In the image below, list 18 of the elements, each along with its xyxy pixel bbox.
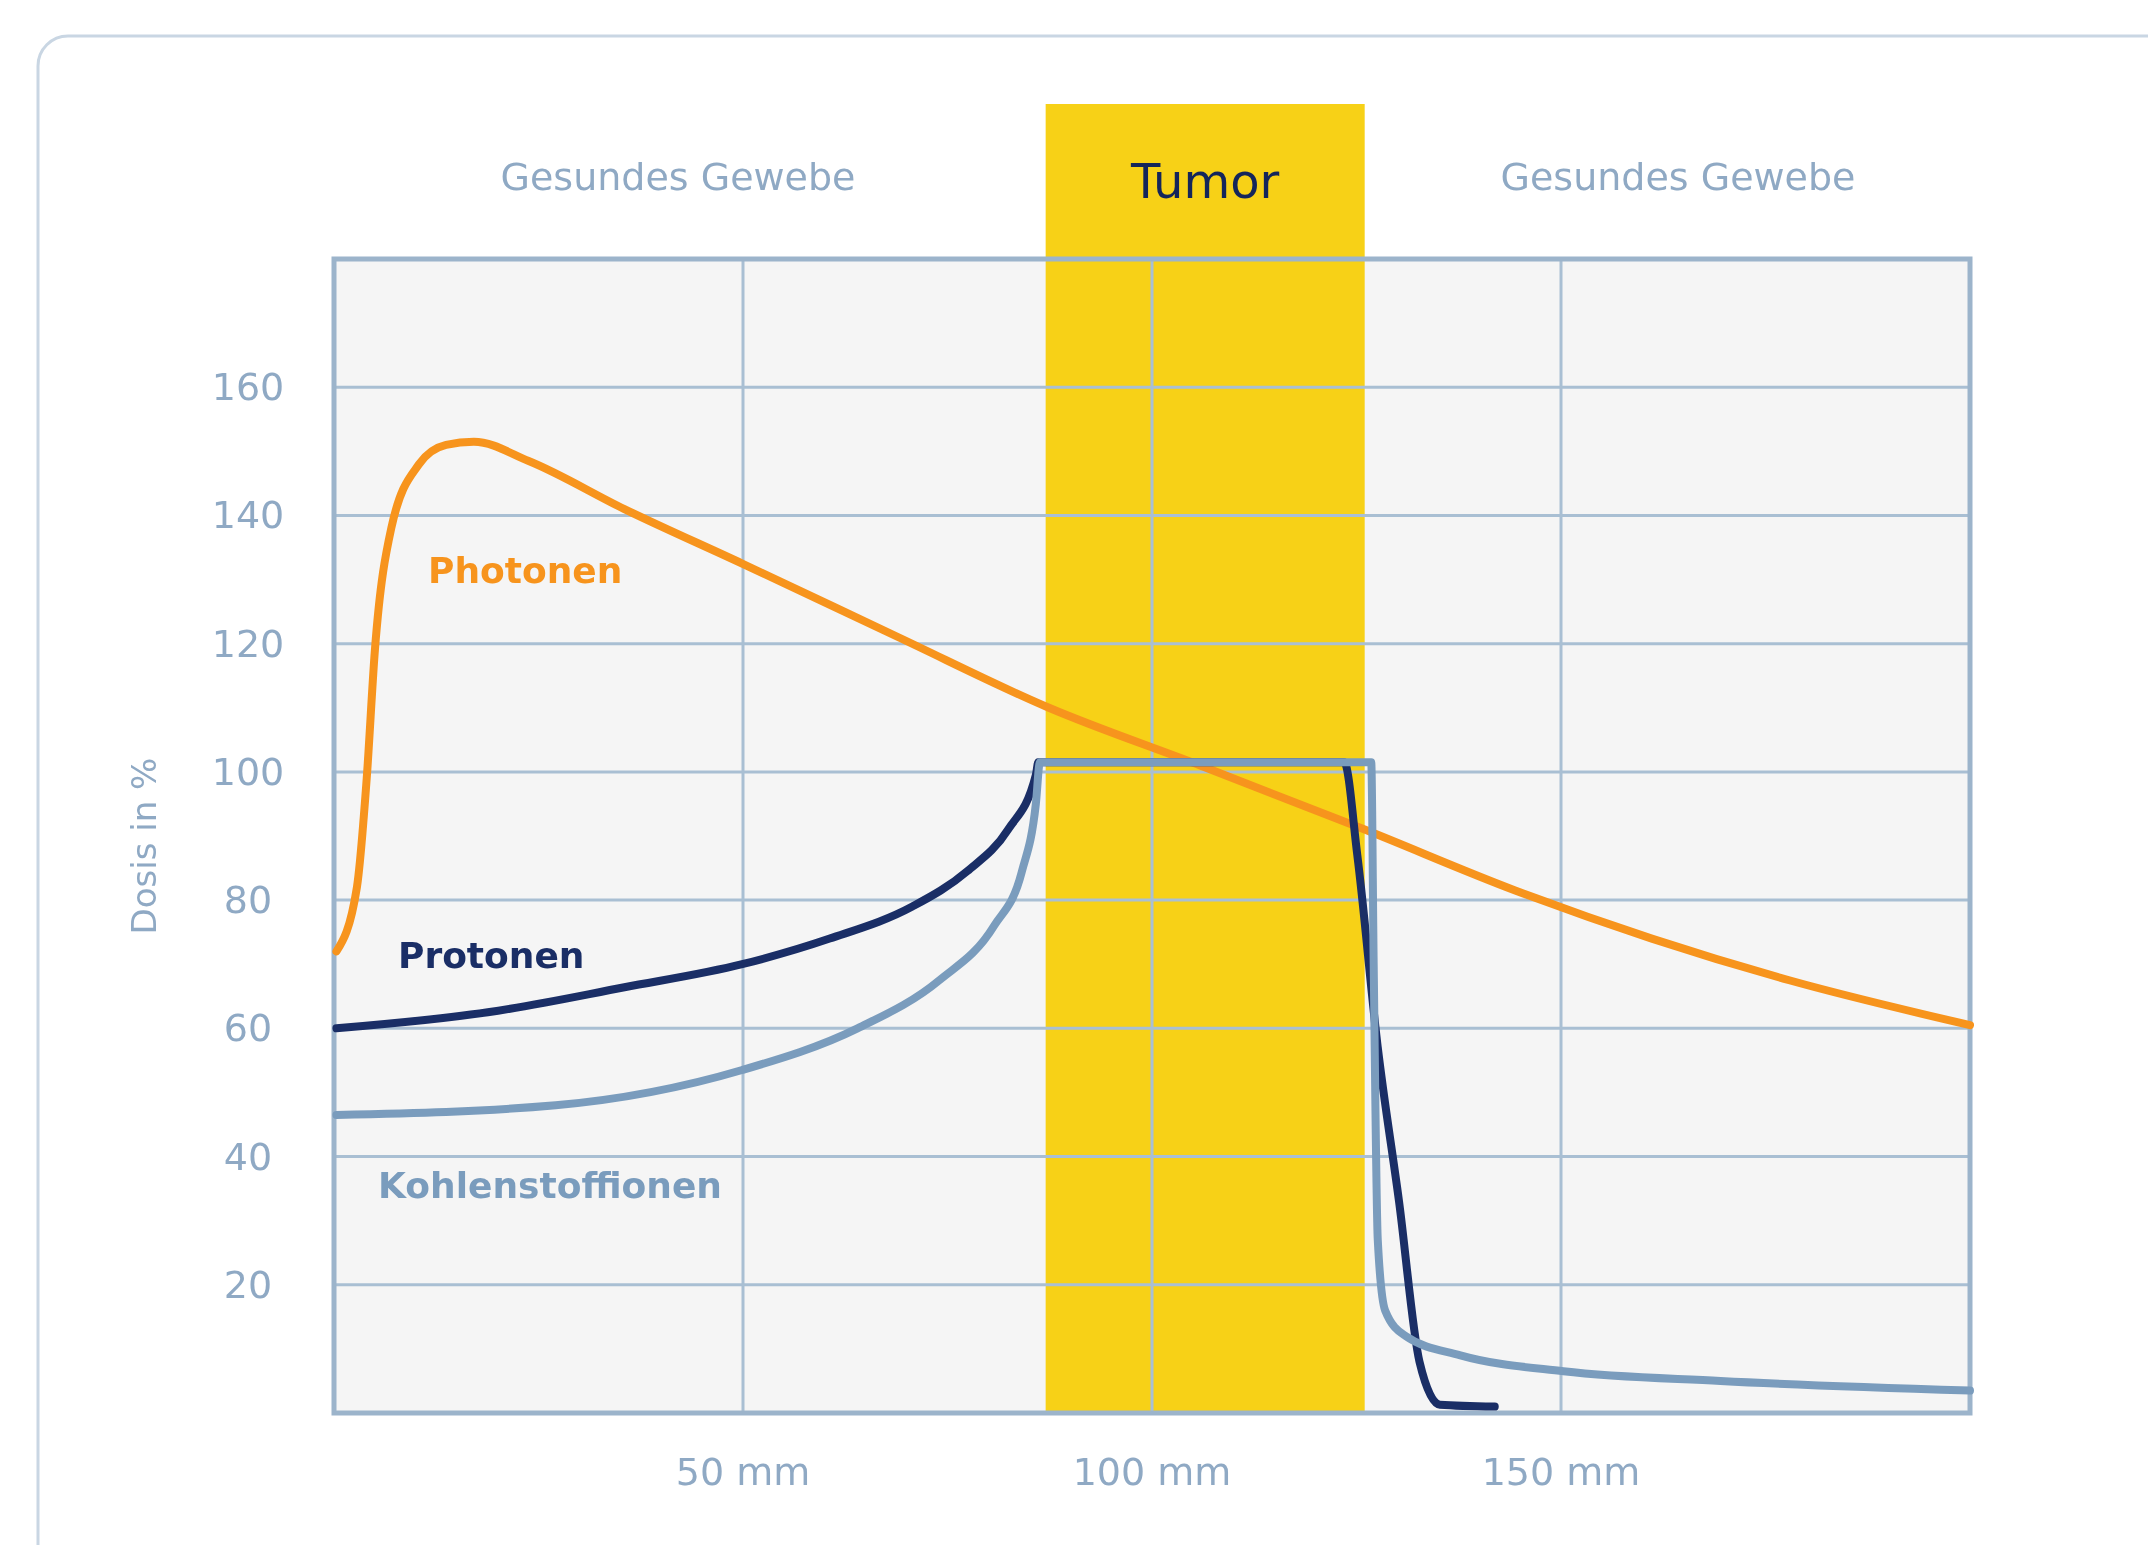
y-tick-label: 20 [223, 1262, 273, 1307]
y-tick-label: 60 [223, 1006, 273, 1051]
y-tick-label: 80 [223, 878, 273, 923]
y-tick-label: 140 [211, 493, 285, 538]
x-tick-label: 50 mm [675, 1450, 811, 1494]
series-label: Protonen [398, 935, 585, 976]
series-label: Kohlenstoffionen [378, 1165, 722, 1206]
y-tick-label: 120 [211, 621, 285, 666]
y-tick-label: 100 [211, 749, 285, 794]
text: Gesundes Gewebe [500, 155, 856, 199]
y-tick-label: 40 [223, 1134, 273, 1179]
y-axis-title: Dosis in % [124, 757, 164, 935]
band-label: Tumor [1130, 153, 1280, 209]
series-label: Photonen [428, 550, 623, 591]
x-tick-label: 100 mm [1072, 1450, 1232, 1494]
x-tick-label: 150 mm [1481, 1450, 1641, 1494]
text: Gesundes Gewebe [1500, 155, 1856, 199]
y-tick-label: 160 [211, 365, 285, 410]
